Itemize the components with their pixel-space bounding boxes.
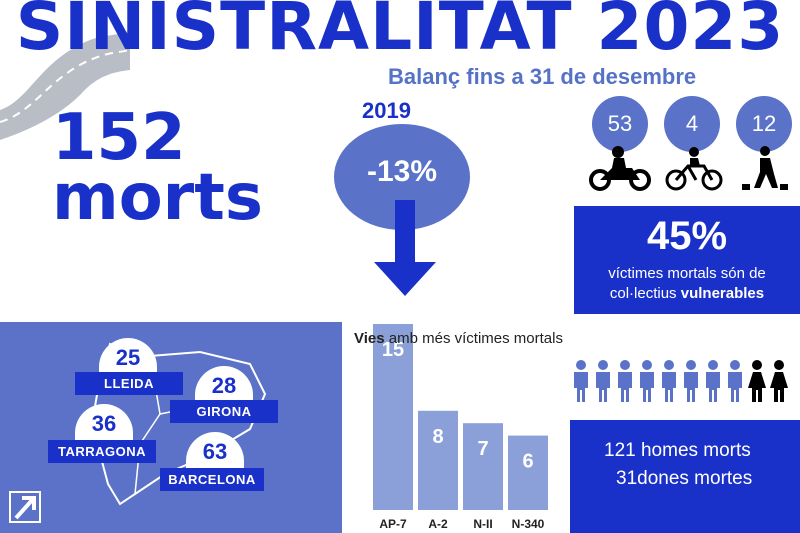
x-tick-label: N-340 [512, 517, 545, 531]
gender-people-icons [574, 360, 788, 402]
bar-n-340 [508, 435, 548, 510]
barcelona-label: BARCELONA [160, 468, 264, 491]
total-deaths-number: 152 [52, 101, 186, 175]
pedestrian-count: 12 [736, 96, 792, 152]
vulnerable-text-bold: vulnerables [680, 284, 765, 302]
change-percent: -13% [366, 155, 438, 188]
chart-title-bold: Vies [354, 330, 385, 347]
tarragona-label: TARRAGONA [48, 440, 156, 463]
man-icon [684, 360, 698, 402]
vulnerable-text-line1: víctimes mortals són de [608, 265, 766, 282]
comparison-year: 2019 [362, 98, 411, 123]
man-icon [662, 360, 676, 402]
women-deaths: 31dones mortes [616, 468, 753, 489]
logo-icon [9, 491, 41, 523]
subtitle: Balanç fins a 31 de desembre [388, 64, 697, 89]
page-title: SINISTRALITAT 2023 [15, 0, 785, 65]
vulnerable-summary-box: 45% víctimes mortals són de col·lectius … [574, 206, 800, 314]
bar-value-label: 15 [382, 339, 404, 361]
vulnerable-percent: 45% [646, 214, 728, 258]
total-deaths-label: morts [52, 161, 263, 235]
man-icon [640, 360, 654, 402]
bar-value-label: 8 [432, 426, 443, 448]
x-tick-label: N-II [473, 517, 492, 531]
man-icon [574, 360, 588, 402]
man-icon [618, 360, 632, 402]
man-icon [706, 360, 720, 402]
girona-label: GIRONA [170, 400, 278, 423]
man-icon [728, 360, 742, 402]
down-arrow-icon [374, 200, 436, 296]
bar-ap-7 [373, 324, 413, 510]
chart-title: Vies amb més víctimes mortals [354, 330, 563, 347]
x-tick-label: A-2 [428, 517, 448, 531]
bar-value-label: 7 [477, 438, 488, 460]
men-deaths: 121 homes morts [604, 440, 751, 461]
barcelona-count: 63 [186, 432, 244, 472]
vulnerable-text: víctimes mortals són de col·lectius vuln… [574, 264, 800, 303]
bar-n-ii [463, 423, 503, 510]
chart-title-rest: amb més víctimes mortals [384, 330, 563, 347]
man-icon [596, 360, 610, 402]
bicycle-icon [665, 147, 723, 191]
vulnerable-text-line2: col·lectius vulnerables [574, 284, 800, 304]
tarragona-count: 36 [75, 404, 133, 444]
lleida-label: LLEIDA [75, 372, 183, 395]
pedestrian-icon [742, 146, 788, 190]
map-panel [0, 322, 342, 533]
motorcycle-count: 53 [592, 96, 648, 152]
bicycle-count: 4 [664, 96, 720, 152]
lleida-count: 25 [99, 338, 157, 378]
bar-value-label: 6 [522, 451, 533, 473]
woman-icon [748, 360, 766, 402]
road-graphic [0, 30, 130, 140]
gender-box: 121 homes morts 31dones mortes [570, 420, 800, 533]
woman-icon [770, 360, 788, 402]
x-tick-label: AP-7 [379, 517, 407, 531]
vulnerable-text-prefix: col·lectius [609, 284, 681, 302]
roads-bar-chart: 15 AP-7 8 A-2 7 N-II 6 N-340 [373, 324, 548, 531]
motorcycle-icon [589, 146, 651, 191]
girona-count: 28 [195, 366, 253, 406]
bar-a-2 [418, 410, 458, 510]
